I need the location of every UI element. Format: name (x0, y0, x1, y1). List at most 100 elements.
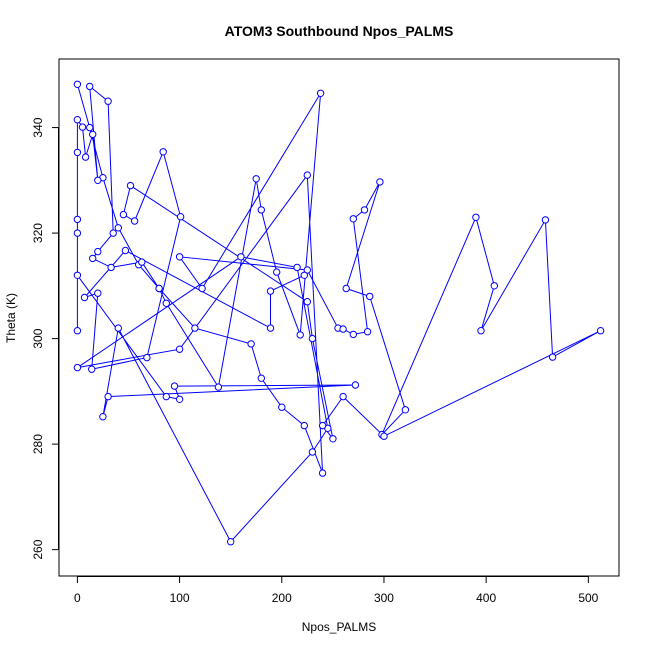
data-point (339, 392, 347, 401)
data-point (198, 284, 206, 293)
data-point (81, 153, 90, 161)
data-point (342, 284, 350, 293)
data-point (73, 215, 82, 224)
data-point (138, 258, 146, 266)
data-point (300, 421, 308, 430)
data-point (86, 82, 94, 91)
data-point (94, 176, 102, 185)
data-point (162, 299, 171, 307)
y-tick-label: 300 (31, 328, 45, 348)
data-point (401, 406, 410, 414)
data-point (339, 325, 347, 333)
data-point (104, 392, 112, 401)
data-point (278, 403, 286, 411)
data-point (214, 383, 223, 391)
data-point (366, 292, 374, 301)
data-point (227, 538, 235, 546)
data-point (303, 171, 311, 179)
data-point (303, 298, 311, 306)
data-point (490, 282, 498, 290)
data-point (73, 116, 82, 124)
x-tick-label: 100 (170, 591, 190, 605)
data-point (548, 353, 557, 361)
data-point (349, 215, 357, 223)
data-point (119, 210, 128, 219)
data-point (170, 382, 179, 390)
data-point (159, 148, 167, 156)
data-point (316, 89, 325, 98)
y-axis: 260 280 300 320 340 (31, 117, 59, 560)
data-point (162, 392, 171, 401)
data-point (104, 97, 112, 105)
data-point (273, 268, 281, 276)
data-point (380, 432, 388, 440)
data-point (99, 413, 107, 421)
data-point (175, 345, 184, 353)
y-tick-label: 340 (31, 117, 45, 137)
data-point (126, 181, 135, 190)
data-point (88, 365, 96, 373)
data-point (247, 340, 255, 348)
data-point (73, 80, 82, 89)
y-tick-label: 260 (31, 539, 45, 559)
x-tick-label: 400 (476, 591, 496, 605)
data-point (266, 324, 275, 332)
data-point (349, 330, 357, 339)
data-point (376, 178, 384, 186)
data-point (73, 148, 82, 157)
data-point (94, 247, 102, 256)
data-point (114, 324, 123, 332)
data-point (73, 327, 82, 335)
y-tick-label: 320 (31, 223, 45, 243)
data-point (121, 246, 130, 255)
data-point (257, 206, 265, 214)
x-axis-label: Npos_PALMS (302, 620, 376, 634)
chart-title: ATOM3 Southbound Npos_PALMS (225, 23, 454, 39)
x-tick-label: 300 (374, 591, 394, 605)
data-point (89, 254, 97, 263)
data-point (191, 324, 199, 332)
data-point (541, 216, 550, 224)
data-point (472, 213, 480, 222)
data-point (73, 271, 82, 279)
data-point (293, 263, 301, 272)
data-point (308, 448, 317, 456)
data-point (351, 381, 360, 389)
data-point (175, 395, 184, 403)
data-point (89, 130, 97, 139)
x-tick-label: 500 (578, 591, 598, 605)
x-tick-label: 0 (74, 591, 81, 605)
data-point (252, 175, 260, 183)
data-point (107, 263, 115, 272)
data-point (257, 374, 265, 382)
data-point (308, 334, 317, 343)
data-point (155, 284, 163, 293)
data-point (80, 293, 89, 302)
data-point (237, 253, 245, 261)
data-point (143, 353, 151, 362)
data-point (296, 331, 304, 339)
data-point (73, 229, 82, 237)
data-point (266, 287, 275, 295)
data-point (175, 253, 184, 261)
data-point (109, 229, 117, 237)
data-point (300, 271, 308, 279)
data-point (318, 421, 327, 430)
data-point (78, 123, 87, 131)
data-point (363, 328, 372, 336)
series-layer (73, 80, 605, 546)
data-point (176, 213, 185, 221)
data-point (329, 435, 337, 443)
data-point (73, 363, 82, 372)
y-tick-label: 280 (31, 434, 45, 454)
data-point (94, 289, 102, 297)
data-point (114, 224, 123, 232)
data-point (86, 123, 94, 132)
data-point (360, 206, 369, 214)
y-axis-label: Theta (K) (4, 293, 18, 343)
data-point (318, 469, 327, 477)
data-point (477, 327, 485, 335)
